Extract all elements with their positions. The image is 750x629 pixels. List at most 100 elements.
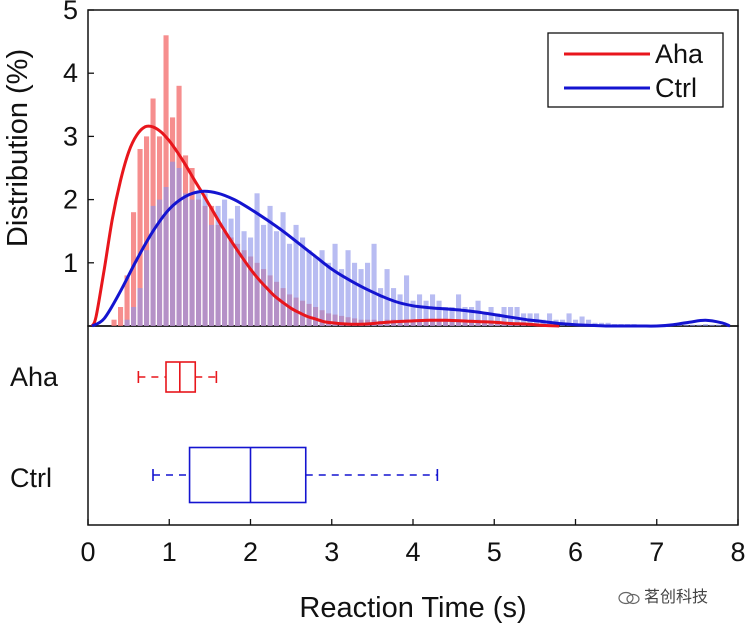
ctrl-bar: [352, 262, 358, 326]
aha-box: [165, 361, 197, 393]
ctrl-bar: [378, 288, 384, 326]
ctrl-bar: [423, 300, 429, 326]
legend: Aha Ctrl: [547, 32, 724, 108]
fit-curves: [90, 124, 731, 328]
x-tick-label: 1: [162, 537, 177, 567]
ctrl-bar: [293, 224, 299, 326]
aha-bar: [111, 319, 117, 326]
y-axis-title: Distribution (%): [2, 49, 34, 247]
x-axis-title: Reaction Time (s): [299, 592, 526, 624]
ctrl-bar: [443, 307, 449, 326]
ctrl-bar: [690, 324, 696, 326]
ctrl-bar: [683, 324, 689, 326]
boxplots: [137, 361, 439, 504]
ctrl-bar: [137, 288, 143, 326]
ctrl-bar: [202, 193, 208, 326]
ctrl-bar: [495, 313, 501, 326]
box-panel-frame: [87, 325, 739, 526]
aha-bar: [124, 275, 130, 326]
ctrl-bar: [306, 250, 312, 326]
ctrl-bar: [150, 205, 156, 326]
x-tick-label: 5: [487, 537, 502, 567]
ctrl-bar: [391, 288, 397, 326]
y-tick-label: 1: [63, 248, 78, 278]
x-tick-label: 4: [405, 537, 420, 567]
ctrl-bar: [404, 275, 410, 326]
ctrl-bar: [449, 307, 455, 326]
ctrl-bar: [482, 313, 488, 326]
ctrl-bar: [144, 250, 150, 326]
ctrl-bar: [261, 224, 267, 326]
ctrl-bar: [235, 205, 241, 326]
ctrl-bar: [605, 322, 611, 326]
ctrl-bar: [215, 205, 221, 326]
ctrl-bar: [345, 250, 351, 326]
ctrl-bar: [365, 262, 371, 326]
x-tick-label: 7: [649, 537, 664, 567]
ctrl-bar: [313, 256, 319, 326]
aha-bar: [118, 307, 124, 326]
aha-bar: [163, 35, 169, 327]
ctrl-bar: [488, 307, 494, 326]
ctrl-bar: [163, 187, 169, 326]
ctrl-bar: [410, 300, 416, 326]
aha-fit-curve: [90, 124, 560, 328]
aha-bar: [131, 212, 137, 326]
ctrl-bar: [274, 231, 280, 326]
ctrl-bar: [176, 168, 182, 326]
ctrl-bar: [716, 324, 722, 326]
legend-box: [547, 32, 724, 108]
ctrl-bar: [287, 243, 293, 326]
ctrl-bar: [332, 243, 338, 326]
ctrl-bar: [436, 300, 442, 326]
y-tick-label: 5: [63, 0, 78, 25]
ctrl-bar: [170, 161, 176, 326]
ctrl-bar: [339, 269, 345, 326]
ctrl-bar: [183, 193, 189, 326]
ctrl-bar: [358, 269, 364, 326]
ctrl-bars: [124, 161, 722, 326]
wechat-icon: [618, 591, 640, 604]
aha-bar: [144, 136, 150, 326]
ctrl-bar: [469, 307, 475, 326]
ctrl-bar: [579, 316, 585, 326]
aha-bar: [137, 149, 143, 326]
ctrl-bar: [709, 324, 715, 326]
ctrl-bar: [677, 324, 683, 326]
x-tick-label: 3: [324, 537, 339, 567]
ctrl-bar: [248, 237, 254, 326]
ctrl-bar: [462, 307, 468, 326]
group-label-aha: Aha: [10, 362, 59, 392]
ctrl-bar: [124, 319, 130, 326]
legend-label-ctrl: Ctrl: [655, 73, 697, 103]
y-axis-ticks: 1 2 3 4 5: [63, 0, 94, 278]
ctrl-bar: [228, 218, 234, 326]
ctrl-bar: [703, 324, 709, 326]
y-tick-label: 4: [63, 58, 78, 88]
ctrl-bar: [222, 199, 228, 326]
ctrl-bar: [319, 250, 325, 326]
y-tick-label: 2: [63, 185, 78, 215]
ctrl-bar: [300, 237, 306, 326]
ctrl-bar: [241, 231, 247, 326]
watermark: 茗创科技: [618, 583, 708, 607]
ctrl-bar: [397, 294, 403, 326]
ctrl-bar: [696, 324, 702, 326]
ctrl-bar: [371, 243, 377, 326]
aha-bars: [111, 35, 540, 327]
ctrl-bar: [157, 199, 163, 326]
ctrl-bar: [196, 193, 202, 326]
ctrl-bar: [280, 212, 286, 326]
ctrl-bar: [254, 193, 260, 326]
ctrl-bar: [189, 199, 195, 326]
x-tick-label: 8: [730, 537, 745, 567]
group-label-ctrl: Ctrl: [10, 463, 52, 493]
ctrl-bar: [547, 313, 553, 326]
watermark-text: 茗创科技: [644, 587, 709, 606]
ctrl-bar: [430, 294, 436, 326]
x-tick-label: 6: [568, 537, 583, 567]
legend-label-aha: Aha: [655, 39, 704, 69]
ctrl-bar: [326, 262, 332, 326]
x-tick-label: 0: [80, 537, 95, 567]
